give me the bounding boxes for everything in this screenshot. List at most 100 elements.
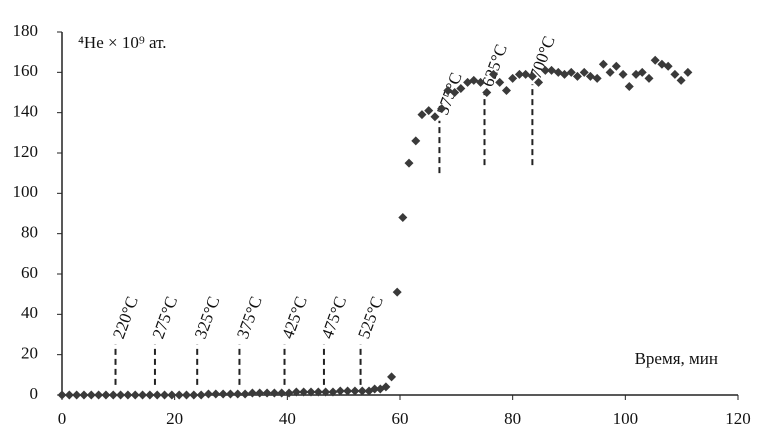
data-point bbox=[430, 112, 440, 122]
data-point bbox=[86, 390, 96, 400]
data-point bbox=[508, 73, 518, 83]
y-tick-label: 20 bbox=[21, 344, 38, 363]
y-tick-label: 40 bbox=[21, 303, 38, 322]
data-point bbox=[189, 390, 199, 400]
data-point bbox=[521, 69, 531, 79]
data-point bbox=[291, 387, 301, 397]
data-point bbox=[181, 390, 191, 400]
y-tick-label: 0 bbox=[30, 384, 39, 403]
data-point bbox=[611, 61, 621, 71]
data-point bbox=[328, 387, 338, 397]
data-point bbox=[306, 387, 316, 397]
data-point bbox=[592, 73, 602, 83]
annotation-label: 275°C bbox=[149, 294, 182, 342]
annotation-label: 575°C bbox=[433, 70, 466, 118]
y-tick-label: 80 bbox=[21, 223, 38, 242]
data-point bbox=[370, 384, 380, 394]
data-point bbox=[559, 69, 569, 79]
x-tick-label: 0 bbox=[58, 409, 67, 428]
data-point bbox=[489, 69, 499, 79]
x-tick-label: 20 bbox=[166, 409, 183, 428]
data-point bbox=[501, 85, 511, 95]
data-point bbox=[676, 75, 686, 85]
data-point bbox=[443, 85, 453, 95]
y-tick-label: 120 bbox=[13, 142, 39, 161]
data-point bbox=[196, 390, 206, 400]
x-tick-label: 80 bbox=[504, 409, 521, 428]
data-point bbox=[540, 65, 550, 75]
data-point bbox=[262, 388, 272, 398]
data-point bbox=[404, 158, 414, 168]
data-point bbox=[277, 388, 287, 398]
y-tick-label: 180 bbox=[13, 21, 39, 40]
data-point bbox=[313, 387, 323, 397]
data-point bbox=[398, 213, 408, 223]
data-point bbox=[381, 382, 391, 392]
data-point bbox=[572, 71, 582, 81]
data-point bbox=[350, 386, 360, 396]
data-point bbox=[138, 390, 148, 400]
data-point bbox=[57, 390, 67, 400]
data-point bbox=[160, 390, 170, 400]
data-point bbox=[64, 390, 74, 400]
data-point bbox=[598, 59, 608, 69]
annotation-label: 220°C bbox=[109, 294, 142, 342]
data-point bbox=[167, 390, 177, 400]
data-point bbox=[566, 67, 576, 77]
y-axis-title: ⁴He × 10⁹ ат. bbox=[78, 33, 167, 52]
data-point bbox=[123, 390, 133, 400]
data-point bbox=[482, 88, 492, 97]
data-point bbox=[79, 390, 89, 400]
data-point bbox=[527, 71, 537, 81]
x-tick-label: 120 bbox=[725, 409, 751, 428]
y-tick-label: 60 bbox=[21, 263, 38, 282]
data-point bbox=[387, 372, 397, 382]
data-point bbox=[247, 388, 257, 398]
data-point bbox=[579, 67, 589, 77]
data-point bbox=[225, 389, 235, 399]
y-tick-label: 140 bbox=[13, 102, 39, 121]
annotation-label: 525°C bbox=[354, 294, 387, 342]
data-point bbox=[101, 390, 111, 400]
data-point bbox=[343, 386, 353, 396]
data-point bbox=[424, 106, 434, 116]
data-point bbox=[130, 390, 140, 400]
y-tick-label: 100 bbox=[13, 182, 39, 201]
data-point bbox=[469, 75, 479, 85]
x-tick-label: 100 bbox=[613, 409, 639, 428]
annotation-label: 425°C bbox=[278, 294, 311, 342]
x-axis-title: Время, мин bbox=[635, 349, 718, 368]
data-point bbox=[218, 389, 228, 399]
data-point bbox=[417, 110, 427, 120]
data-point bbox=[211, 389, 221, 399]
data-point bbox=[335, 386, 345, 396]
data-point bbox=[670, 69, 680, 79]
data-point bbox=[650, 55, 660, 65]
data-point bbox=[233, 389, 243, 399]
data-point bbox=[392, 287, 402, 297]
data-point bbox=[269, 388, 279, 398]
data-point bbox=[94, 390, 104, 400]
data-point bbox=[514, 69, 524, 79]
data-point bbox=[495, 77, 505, 87]
data-point bbox=[357, 386, 367, 396]
x-tick-label: 60 bbox=[392, 409, 409, 428]
data-point bbox=[605, 67, 615, 77]
data-point bbox=[450, 88, 460, 97]
y-tick-label: 160 bbox=[13, 61, 39, 80]
data-point bbox=[240, 389, 250, 399]
data-point bbox=[116, 390, 126, 400]
data-point bbox=[174, 390, 184, 400]
data-point bbox=[663, 61, 673, 71]
data-point bbox=[618, 69, 628, 79]
x-tick-label: 40 bbox=[279, 409, 296, 428]
data-point bbox=[644, 73, 654, 83]
data-point bbox=[476, 77, 486, 87]
data-point bbox=[299, 387, 309, 397]
data-point bbox=[624, 81, 634, 91]
data-point bbox=[321, 387, 331, 397]
data-point bbox=[437, 104, 447, 114]
data-point bbox=[534, 77, 544, 87]
